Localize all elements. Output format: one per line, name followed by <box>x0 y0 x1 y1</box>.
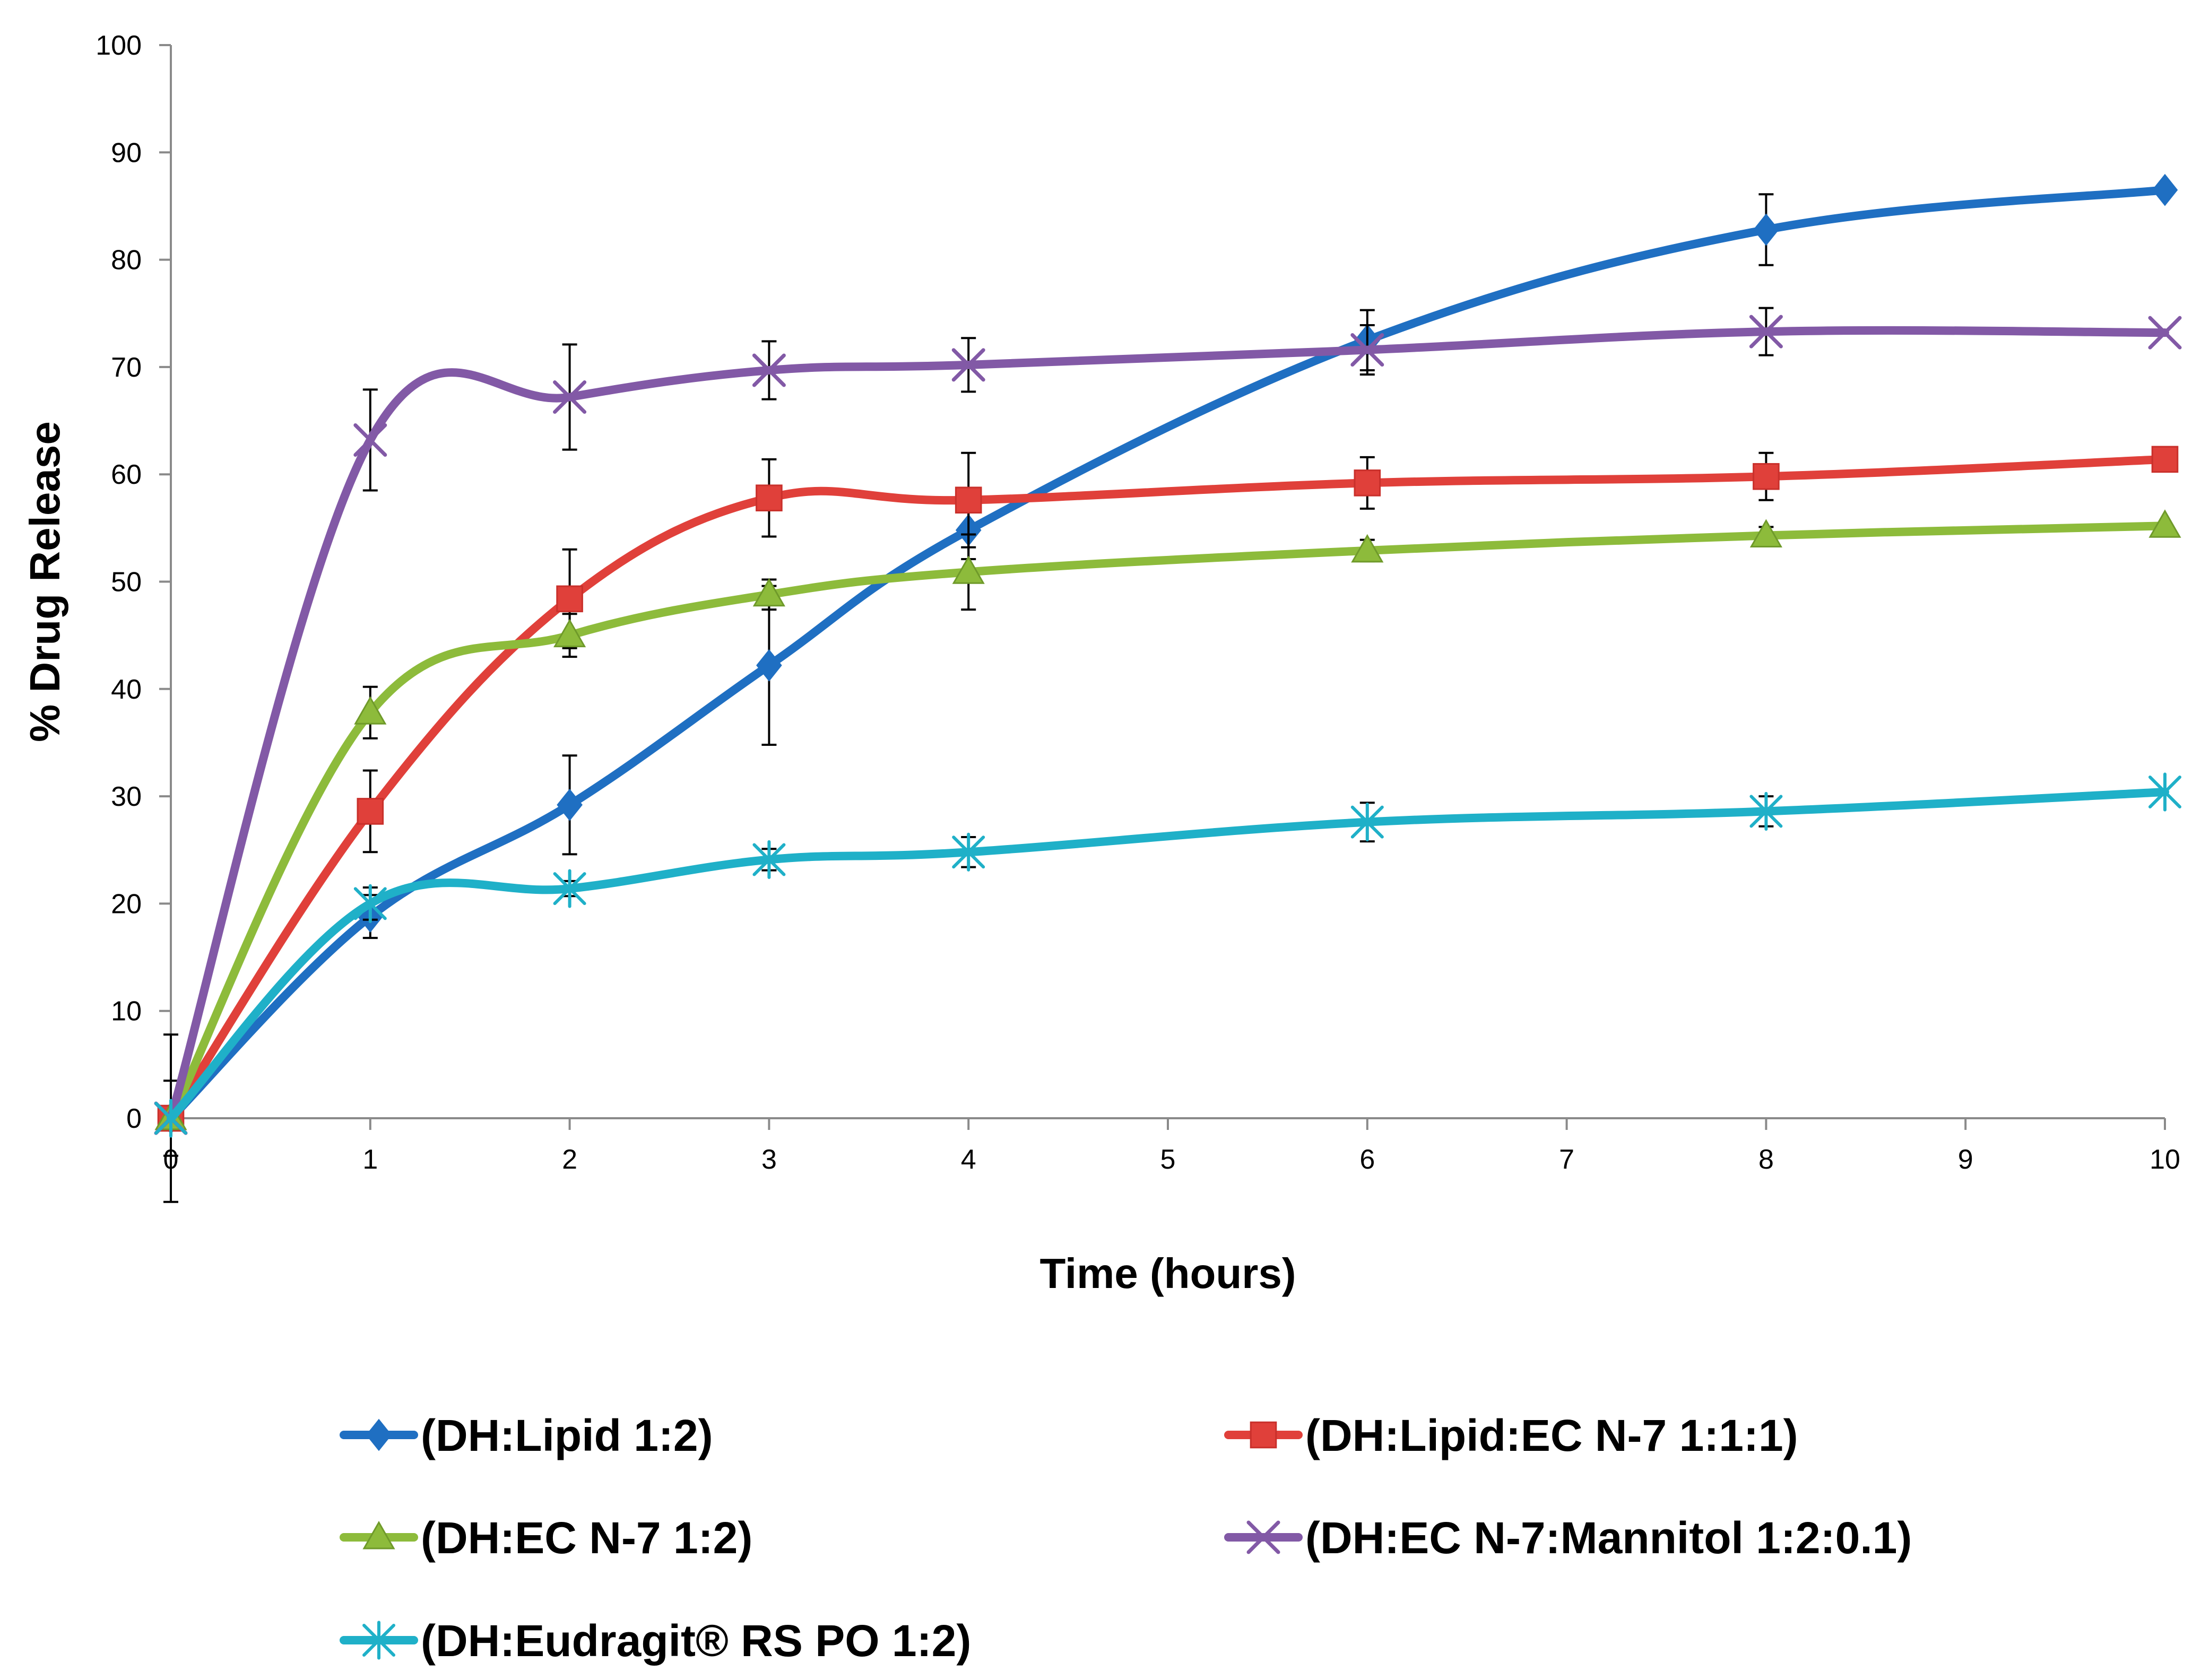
y-tick-label: 40 <box>111 674 142 705</box>
series-line <box>167 326 2169 1122</box>
x-tick-label: 3 <box>761 1144 777 1175</box>
y-tick-label: 80 <box>111 245 142 276</box>
data-point <box>756 484 783 512</box>
y-tick-label: 90 <box>111 137 142 168</box>
axes: 0102030405060708090100012345678910 <box>96 30 2180 1175</box>
data-point <box>1354 469 1381 497</box>
data-point <box>1749 791 1783 831</box>
legend-item: (DH:Eudragit® RS PO 1:2) <box>340 1616 971 1666</box>
y-tick-label: 30 <box>111 781 142 812</box>
legend-marker <box>366 1418 392 1451</box>
data-point <box>952 832 985 872</box>
y-tick-label: 0 <box>126 1103 142 1134</box>
x-tick-label: 7 <box>1559 1144 1574 1175</box>
data-point <box>756 649 782 682</box>
legend-item: (DH:Lipid 1:2) <box>340 1411 713 1460</box>
legend-label: (DH:Lipid 1:2) <box>421 1411 713 1460</box>
data-point <box>353 423 387 457</box>
data-point <box>752 840 786 880</box>
series-1 <box>158 173 2178 1157</box>
data-point <box>2148 509 2181 538</box>
legend-label: (DH:Eudragit® RS PO 1:2) <box>421 1616 971 1666</box>
data-point <box>1350 333 1384 367</box>
data-point <box>354 696 387 725</box>
data-point <box>2148 316 2182 350</box>
x-tick-label: 4 <box>961 1144 976 1175</box>
legend-item: (DH:EC N-7:Mannitol 1:2:0.1) <box>1224 1513 1912 1563</box>
data-point <box>557 788 583 821</box>
legend-label: (DH:Lipid:EC N-7 1:1:1) <box>1305 1411 1798 1460</box>
data-point <box>357 798 384 825</box>
data-point <box>553 380 587 414</box>
legend-marker <box>1250 1421 1277 1449</box>
y-axis-title: % Drug Release <box>21 421 68 742</box>
series-line <box>167 521 2169 1122</box>
x-tick-label: 9 <box>1958 1144 1973 1175</box>
y-tick-label: 70 <box>111 352 142 383</box>
legend-marker <box>362 1520 395 1550</box>
data-point <box>1749 315 1783 349</box>
data-point <box>1753 213 1779 246</box>
data-point <box>1350 803 1384 842</box>
series-2 <box>157 446 2179 1132</box>
legend-label: (DH:EC N-7 1:2) <box>421 1513 752 1563</box>
x-tick-label: 8 <box>1758 1144 1774 1175</box>
y-tick-label: 60 <box>111 459 142 490</box>
data-point <box>951 348 985 382</box>
x-tick-label: 10 <box>2150 1144 2180 1175</box>
data-point <box>553 869 586 908</box>
data-point <box>154 1099 187 1138</box>
x-tick-label: 2 <box>562 1144 577 1175</box>
x-tick-label: 1 <box>362 1144 378 1175</box>
x-axis-title: Time (hours) <box>1039 1250 1296 1297</box>
legend-label: (DH:EC N-7:Mannitol 1:2:0.1) <box>1305 1513 1912 1563</box>
data-point <box>752 578 785 607</box>
series-layer <box>154 173 2182 1203</box>
legend-item: (DH:EC N-7 1:2) <box>340 1513 752 1563</box>
y-tick-label: 10 <box>111 996 142 1027</box>
legend: (DH:Lipid 1:2) (DH:Lipid:EC N-7 1:1:1) (DH… <box>340 1411 1912 1666</box>
legend-marker <box>362 1621 395 1660</box>
data-point <box>353 884 387 923</box>
series-4 <box>154 307 2182 1203</box>
data-point <box>952 555 985 584</box>
data-point <box>752 353 786 387</box>
y-tick-label: 50 <box>111 567 142 598</box>
x-tick-label: 5 <box>1160 1144 1176 1175</box>
data-point <box>2148 772 2181 812</box>
data-point <box>556 585 583 613</box>
y-tick-label: 20 <box>111 889 142 919</box>
legend-marker <box>1246 1520 1280 1554</box>
y-tick-label: 100 <box>96 30 142 61</box>
data-point <box>955 486 982 514</box>
series-5 <box>154 772 2181 1138</box>
series-line <box>167 788 2169 1122</box>
data-point <box>2151 446 2179 473</box>
data-point <box>1351 534 1384 563</box>
legend-item: (DH:Lipid:EC N-7 1:1:1) <box>1224 1411 1798 1460</box>
series-3 <box>154 509 2181 1130</box>
data-point <box>553 619 586 648</box>
data-point <box>1753 463 1780 490</box>
x-tick-label: 6 <box>1359 1144 1375 1175</box>
data-point <box>1749 519 1782 548</box>
data-point <box>2152 173 2178 206</box>
